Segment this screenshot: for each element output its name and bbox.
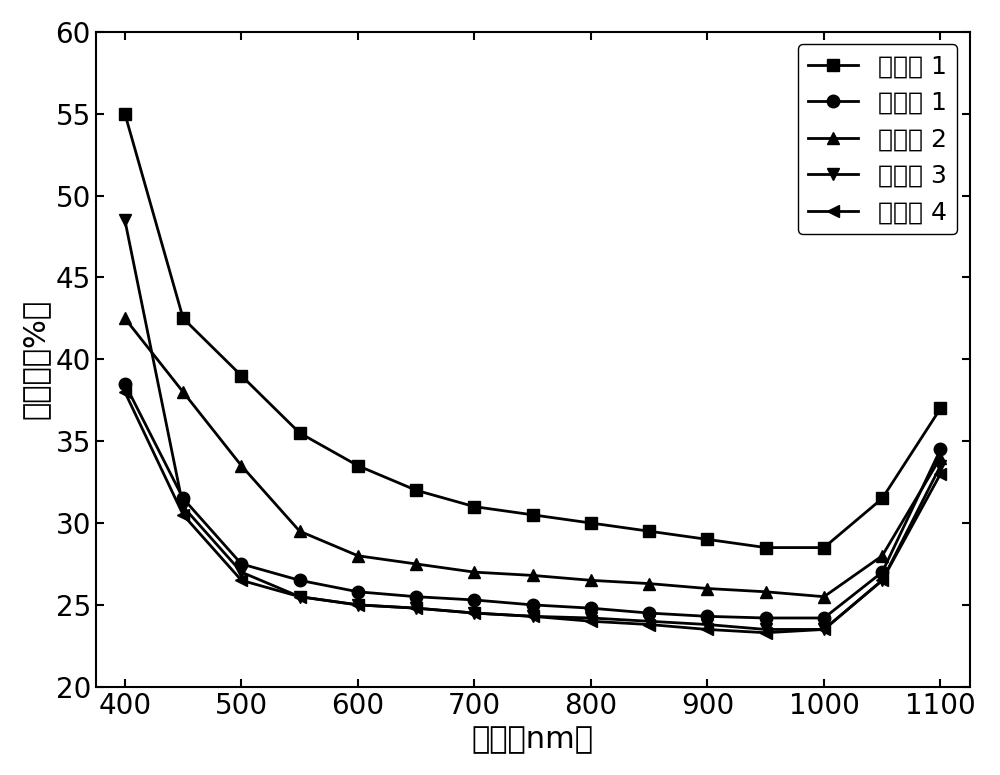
实施例 1 (352, 587, 364, 597)
对比例 1 (235, 371, 247, 381)
Y-axis label: 反射率（%）: 反射率（%） (21, 299, 50, 419)
实施例 3 (119, 215, 131, 225)
实施例 1 (527, 600, 539, 609)
实施例 4 (760, 628, 772, 637)
实施例 1 (934, 445, 946, 454)
Line: 实施例 2: 实施例 2 (119, 312, 947, 603)
实施例 4 (818, 625, 830, 634)
实施例 1 (701, 611, 713, 621)
实施例 1 (410, 592, 422, 601)
实施例 2 (876, 551, 888, 560)
实施例 4 (585, 617, 597, 626)
对比例 1 (934, 404, 946, 413)
实施例 4 (643, 620, 655, 629)
对比例 1 (410, 486, 422, 495)
实施例 3 (701, 620, 713, 629)
实施例 4 (177, 510, 189, 519)
Legend: 对比例 1, 实施例 1, 实施例 2, 实施例 3, 实施例 4: 对比例 1, 实施例 1, 实施例 2, 实施例 3, 实施例 4 (798, 44, 957, 234)
实施例 4 (410, 604, 422, 613)
实施例 1 (818, 613, 830, 622)
实施例 1 (294, 576, 306, 585)
实施例 2 (760, 587, 772, 597)
实施例 2 (235, 461, 247, 470)
实施例 3 (760, 625, 772, 634)
实施例 2 (818, 592, 830, 601)
实施例 3 (876, 576, 888, 585)
实施例 1 (643, 608, 655, 618)
实施例 3 (818, 625, 830, 634)
对比例 1 (585, 518, 597, 528)
实施例 2 (585, 576, 597, 585)
对比例 1 (643, 526, 655, 536)
实施例 4 (119, 388, 131, 397)
实施例 1 (235, 560, 247, 569)
Line: 实施例 4: 实施例 4 (119, 386, 947, 639)
实施例 2 (410, 560, 422, 569)
实施例 2 (701, 584, 713, 593)
对比例 1 (352, 461, 364, 470)
对比例 1 (527, 510, 539, 519)
对比例 1 (818, 543, 830, 553)
实施例 3 (527, 611, 539, 621)
实施例 4 (235, 576, 247, 585)
实施例 4 (294, 592, 306, 601)
实施例 1 (760, 613, 772, 622)
实施例 2 (177, 388, 189, 397)
实施例 3 (585, 613, 597, 622)
实施例 4 (468, 608, 480, 618)
实施例 3 (643, 617, 655, 626)
实施例 2 (294, 526, 306, 536)
实施例 3 (177, 502, 189, 512)
实施例 2 (527, 570, 539, 580)
对比例 1 (701, 535, 713, 544)
实施例 2 (934, 453, 946, 462)
实施例 1 (468, 595, 480, 604)
实施例 4 (352, 600, 364, 609)
实施例 4 (934, 469, 946, 478)
Line: 对比例 1: 对比例 1 (119, 108, 947, 554)
X-axis label: 波长（nm）: 波长（nm） (472, 725, 594, 754)
实施例 4 (876, 576, 888, 585)
对比例 1 (876, 494, 888, 503)
实施例 3 (934, 461, 946, 470)
实施例 4 (701, 625, 713, 634)
实施例 2 (643, 579, 655, 588)
实施例 2 (119, 314, 131, 323)
实施例 2 (352, 551, 364, 560)
实施例 3 (410, 604, 422, 613)
实施例 1 (177, 494, 189, 503)
对比例 1 (294, 429, 306, 438)
Line: 实施例 3: 实施例 3 (119, 214, 947, 636)
实施例 3 (468, 608, 480, 618)
对比例 1 (760, 543, 772, 553)
实施例 1 (585, 604, 597, 613)
对比例 1 (177, 314, 189, 323)
实施例 3 (352, 600, 364, 609)
实施例 2 (468, 567, 480, 577)
实施例 1 (119, 379, 131, 388)
对比例 1 (468, 502, 480, 512)
实施例 4 (527, 611, 539, 621)
对比例 1 (119, 109, 131, 119)
实施例 3 (235, 567, 247, 577)
实施例 1 (876, 567, 888, 577)
Line: 实施例 1: 实施例 1 (119, 377, 947, 624)
实施例 3 (294, 592, 306, 601)
